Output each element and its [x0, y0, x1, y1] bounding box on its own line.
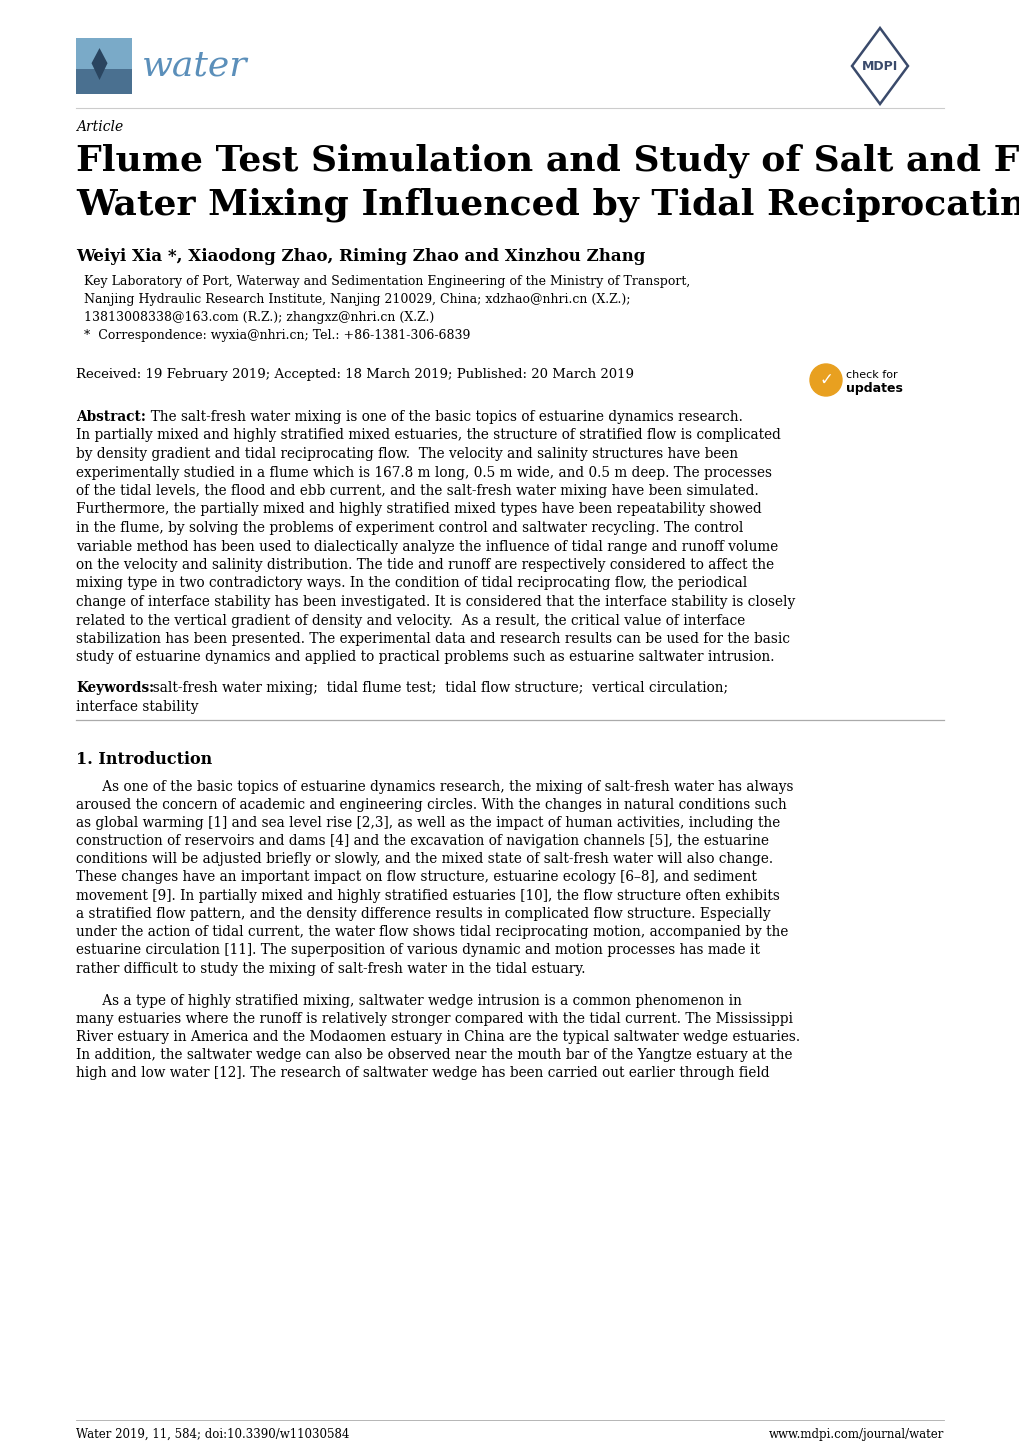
Text: Abstract:: Abstract:	[76, 410, 146, 424]
Text: variable method has been used to dialectically analyze the influence of tidal ra: variable method has been used to dialect…	[76, 539, 777, 554]
Text: Received: 19 February 2019; Accepted: 18 March 2019; Published: 20 March 2019: Received: 19 February 2019; Accepted: 18…	[76, 368, 634, 381]
Text: River estuary in America and the Modaomen estuary in China are the typical saltw: River estuary in America and the Modaome…	[76, 1030, 799, 1044]
Text: The salt-fresh water mixing is one of the basic topics of estuarine dynamics res: The salt-fresh water mixing is one of th…	[142, 410, 742, 424]
Text: interface stability: interface stability	[76, 699, 199, 714]
Text: Article: Article	[76, 120, 123, 134]
Text: a stratified flow pattern, and the density difference results in complicated flo: a stratified flow pattern, and the densi…	[76, 907, 770, 921]
Text: movement [9]. In partially mixed and highly stratified estuaries [10], the flow : movement [9]. In partially mixed and hig…	[76, 888, 780, 903]
Text: water: water	[142, 49, 248, 84]
Text: www.mdpi.com/journal/water: www.mdpi.com/journal/water	[768, 1428, 943, 1441]
Text: As a type of highly stratified mixing, saltwater wedge intrusion is a common phe: As a type of highly stratified mixing, s…	[76, 994, 741, 1008]
Text: of the tidal levels, the flood and ebb current, and the salt-fresh water mixing : of the tidal levels, the flood and ebb c…	[76, 485, 758, 497]
Text: construction of reservoirs and dams [4] and the excavation of navigation channel: construction of reservoirs and dams [4] …	[76, 833, 768, 848]
Text: check for: check for	[845, 371, 897, 381]
Text: estuarine circulation [11]. The superposition of various dynamic and motion proc: estuarine circulation [11]. The superpos…	[76, 943, 759, 957]
Text: 1. Introduction: 1. Introduction	[76, 751, 212, 769]
Text: In addition, the saltwater wedge can also be observed near the mouth bar of the : In addition, the saltwater wedge can als…	[76, 1048, 792, 1063]
Text: In partially mixed and highly stratified mixed estuaries, the structure of strat: In partially mixed and highly stratified…	[76, 428, 781, 443]
Circle shape	[809, 363, 841, 397]
Text: by density gradient and tidal reciprocating flow.  The velocity and salinity str: by density gradient and tidal reciprocat…	[76, 447, 738, 461]
Text: rather difficult to study the mixing of salt-fresh water in the tidal estuary.: rather difficult to study the mixing of …	[76, 962, 585, 975]
Text: conditions will be adjusted briefly or slowly, and the mixed state of salt-fresh: conditions will be adjusted briefly or s…	[76, 852, 772, 867]
Text: 13813008338@163.com (R.Z.); zhangxz@nhri.cn (X.Z.): 13813008338@163.com (R.Z.); zhangxz@nhri…	[84, 311, 434, 324]
Text: as global warming [1] and sea level rise [2,3], as well as the impact of human a: as global warming [1] and sea level rise…	[76, 816, 780, 831]
Text: mixing type in two contradictory ways. In the condition of tidal reciprocating f: mixing type in two contradictory ways. I…	[76, 577, 747, 591]
Text: on the velocity and salinity distribution. The tide and runoff are respectively : on the velocity and salinity distributio…	[76, 558, 773, 572]
Text: Key Laboratory of Port, Waterway and Sedimentation Engineering of the Ministry o: Key Laboratory of Port, Waterway and Sed…	[84, 275, 690, 288]
Text: change of interface stability has been investigated. It is considered that the i: change of interface stability has been i…	[76, 596, 795, 609]
Text: study of estuarine dynamics and applied to practical problems such as estuarine : study of estuarine dynamics and applied …	[76, 650, 773, 665]
Text: aroused the concern of academic and engineering circles. With the changes in nat: aroused the concern of academic and engi…	[76, 797, 786, 812]
Text: salt-fresh water mixing;  tidal flume test;  tidal flow structure;  vertical cir: salt-fresh water mixing; tidal flume tes…	[144, 681, 728, 695]
Text: Water 2019, 11, 584; doi:10.3390/w11030584: Water 2019, 11, 584; doi:10.3390/w110305…	[76, 1428, 350, 1441]
FancyBboxPatch shape	[76, 37, 131, 94]
Text: stabilization has been presented. The experimental data and research results can: stabilization has been presented. The ex…	[76, 632, 790, 646]
Text: under the action of tidal current, the water flow shows tidal reciprocating moti: under the action of tidal current, the w…	[76, 926, 788, 939]
Text: Nanjing Hydraulic Research Institute, Nanjing 210029, China; xdzhao@nhri.cn (X.Z: Nanjing Hydraulic Research Institute, Na…	[84, 293, 630, 306]
Text: experimentally studied in a flume which is 167.8 m long, 0.5 m wide, and 0.5 m d: experimentally studied in a flume which …	[76, 466, 771, 480]
FancyBboxPatch shape	[76, 69, 131, 94]
Text: high and low water [12]. The research of saltwater wedge has been carried out ea: high and low water [12]. The research of…	[76, 1067, 769, 1080]
Text: Keywords:: Keywords:	[76, 681, 154, 695]
Text: As one of the basic topics of estuarine dynamics research, the mixing of salt-fr: As one of the basic topics of estuarine …	[76, 780, 793, 793]
Text: many estuaries where the runoff is relatively stronger compared with the tidal c: many estuaries where the runoff is relat…	[76, 1012, 792, 1025]
Text: These changes have an important impact on flow structure, estuarine ecology [6–8: These changes have an important impact o…	[76, 871, 756, 884]
Text: ✓: ✓	[818, 371, 833, 389]
Text: updates: updates	[845, 382, 902, 395]
Text: Water Mixing Influenced by Tidal Reciprocating Flow: Water Mixing Influenced by Tidal Recipro…	[76, 187, 1019, 222]
Text: MDPI: MDPI	[861, 59, 898, 72]
Text: *  Correspondence: wyxia@nhri.cn; Tel.: +86-1381-306-6839: * Correspondence: wyxia@nhri.cn; Tel.: +…	[84, 329, 470, 342]
Polygon shape	[92, 48, 107, 79]
Text: Weiyi Xia *, Xiaodong Zhao, Riming Zhao and Xinzhou Zhang: Weiyi Xia *, Xiaodong Zhao, Riming Zhao …	[76, 248, 645, 265]
Text: Flume Test Simulation and Study of Salt and Fresh: Flume Test Simulation and Study of Salt …	[76, 143, 1019, 177]
Text: Furthermore, the partially mixed and highly stratified mixed types have been rep: Furthermore, the partially mixed and hig…	[76, 502, 761, 516]
Text: related to the vertical gradient of density and velocity.  As a result, the crit: related to the vertical gradient of dens…	[76, 613, 745, 627]
Text: in the flume, by solving the problems of experiment control and saltwater recycl: in the flume, by solving the problems of…	[76, 521, 743, 535]
